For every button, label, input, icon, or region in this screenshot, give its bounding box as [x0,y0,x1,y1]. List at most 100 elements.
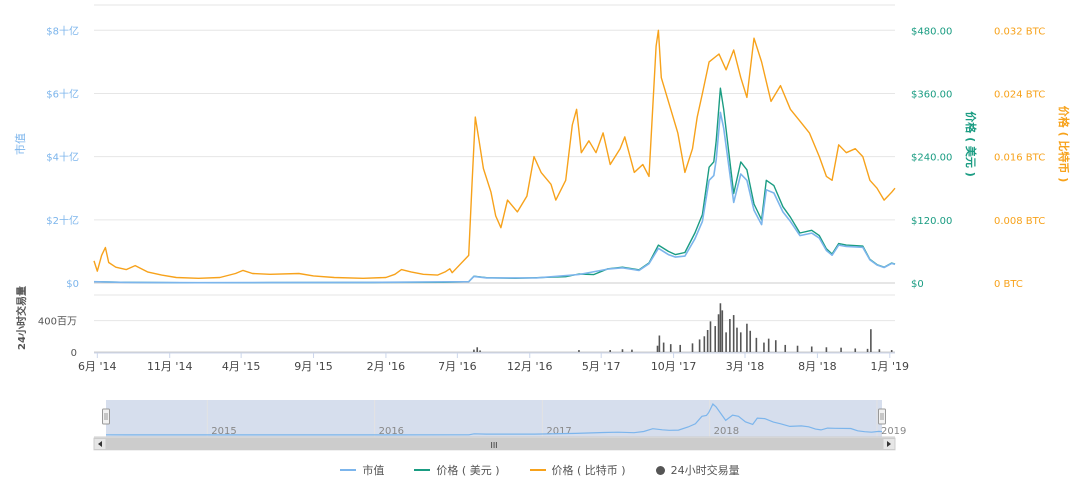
scrollbar-right-arrow-icon [887,441,891,447]
btc-axis-tick-label: 0.032 BTC [994,26,1045,37]
volume-bar [656,345,659,352]
legend-label: 市值 [362,464,385,477]
volume-bar [870,329,872,352]
legend-line-icon [340,469,357,471]
navigator-year-label: 2018 [714,426,739,437]
btc-axis-title: 价格 ( 比特币 ) [1057,106,1071,183]
btc-axis-tick-label: 0.016 BTC [994,153,1045,164]
gridlines [94,4,895,353]
navigator-series-line [105,403,883,436]
volume-bar [866,348,869,352]
volume-bar [662,342,665,352]
volume-bar [774,340,777,352]
usd-axis-tick-label: $240.00 [911,153,952,164]
legend-item-price_btc[interactable]: 价格 ( 比特币 ) [529,462,626,478]
legend-line-icon [529,469,546,471]
volume-bar [825,347,828,352]
volume-axis-title: 24小时交易量 [15,286,28,350]
volume-bar [717,314,720,352]
volume-bar [721,310,724,352]
volume-bar [810,346,813,352]
series-line-price_btc [93,29,896,279]
x-axis-tick-label: 2月 '16 [367,360,406,373]
volume-bar [878,349,881,352]
x-axis: 6月 '14 11月 '14 4月 '15 9月 '15 2月 '16 7月 '16 12月… [78,352,910,373]
legend-dot-icon [655,465,665,475]
volume-bar [714,326,717,352]
x-axis-tick-label: 10月 '17 [651,360,697,373]
volume-bar [578,350,580,352]
btc-axis-tick-label: 0 BTC [994,279,1023,290]
left-axis-tick-label: $6十亿 [46,87,79,100]
left-axis-title: 市值 [13,133,27,155]
legend-item-volume[interactable]: 24小时交易量 [655,462,740,478]
x-axis-tick-label: 1月 '19 [871,360,910,373]
volume-bar [719,303,722,352]
navigator-year-label: 2017 [546,426,571,437]
x-axis-tick-label: 5月 '17 [582,360,621,373]
volume-bar [709,321,712,352]
x-axis-tick-label: 3月 '18 [726,360,765,373]
volume-bar [749,330,752,352]
volume-bar [479,350,481,352]
scrollbar-left-arrow-icon [98,441,102,447]
volume-bar [703,336,706,352]
x-axis-tick-label: 12月 '16 [507,360,553,373]
left-axis-tick-label: $2十亿 [46,214,79,227]
price-chart: $0 $2十亿 $4十亿 $6十亿 $8十亿 $0 $120.00 $240.00 $360.0… [13,4,1071,451]
usd-axis-tick-label: $360.00 [911,89,952,100]
navigator-handle-right[interactable] [878,408,886,425]
legend-label: 价格 ( 比特币 ) [551,464,626,477]
scrollbar-grip-label: III [490,441,497,450]
volume-bar [784,344,787,352]
navigator[interactable]: 2015 2016 2017 2018 2019 III [93,400,906,451]
navigator-selected-range [106,400,882,437]
navigator-year-label: 2019 [881,426,906,437]
legend-line-icon [414,469,431,471]
volume-bar [473,349,475,352]
volume-bar [706,330,709,352]
volume-bar [621,349,624,352]
series-layer [93,29,896,284]
usd-axis-tick-label: $0 [911,279,924,290]
btc-axis-tick-label: 0.024 BTC [994,89,1045,100]
volume-bar [732,315,735,352]
volume-bar [796,345,799,352]
x-axis-tick-label: 8月 '18 [798,360,837,373]
x-axis-tick-label: 9月 '15 [294,360,333,373]
axes: $0 $2十亿 $4十亿 $6十亿 $8十亿 $0 $120.00 $240.00 $360.0… [13,24,1071,359]
volume-bar [609,350,611,352]
legend: 市值 价格 ( 美元 ) 价格 ( 比特币 ) 24小时交易量 [0,462,1080,478]
x-axis-tick-label: 11月 '14 [147,360,193,373]
volume-bar [725,332,727,352]
x-axis-tick-label: 7月 '16 [438,360,477,373]
volume-bar [736,327,738,352]
volume-bar [729,319,731,352]
navigator-year-label: 2015 [211,426,236,437]
volume-bar [746,323,748,352]
navigator-year-label: 2016 [379,426,404,437]
volume-bar [763,342,765,352]
volume-bar [890,350,893,352]
legend-item-market_cap[interactable]: 市值 [340,462,384,478]
left-axis-tick-label: $4十亿 [46,151,79,164]
volume-bar [698,339,701,352]
volume-axis-tick-label: 0 [71,348,77,359]
series-line-market_cap [93,111,896,284]
volume-bar [476,347,479,352]
volume-bar [631,349,633,352]
volume-bar [658,335,661,352]
legend-item-price_usd[interactable]: 价格 ( 美元 ) [414,462,500,478]
x-axis-tick-label: 6月 '14 [78,360,117,373]
btc-axis-tick-label: 0.008 BTC [994,216,1045,227]
left-axis-tick-label: $0 [66,279,79,290]
volume-bar [854,348,857,352]
series-line-price_usd [93,87,896,284]
navigator-handle-left[interactable] [102,408,110,425]
x-axis-tick-label: 4月 '15 [222,360,261,373]
usd-axis-title: 价格 ( 美元 ) [964,111,978,177]
volume-bar [669,344,672,352]
volume-bar [679,344,682,352]
volume-layer [473,303,893,352]
